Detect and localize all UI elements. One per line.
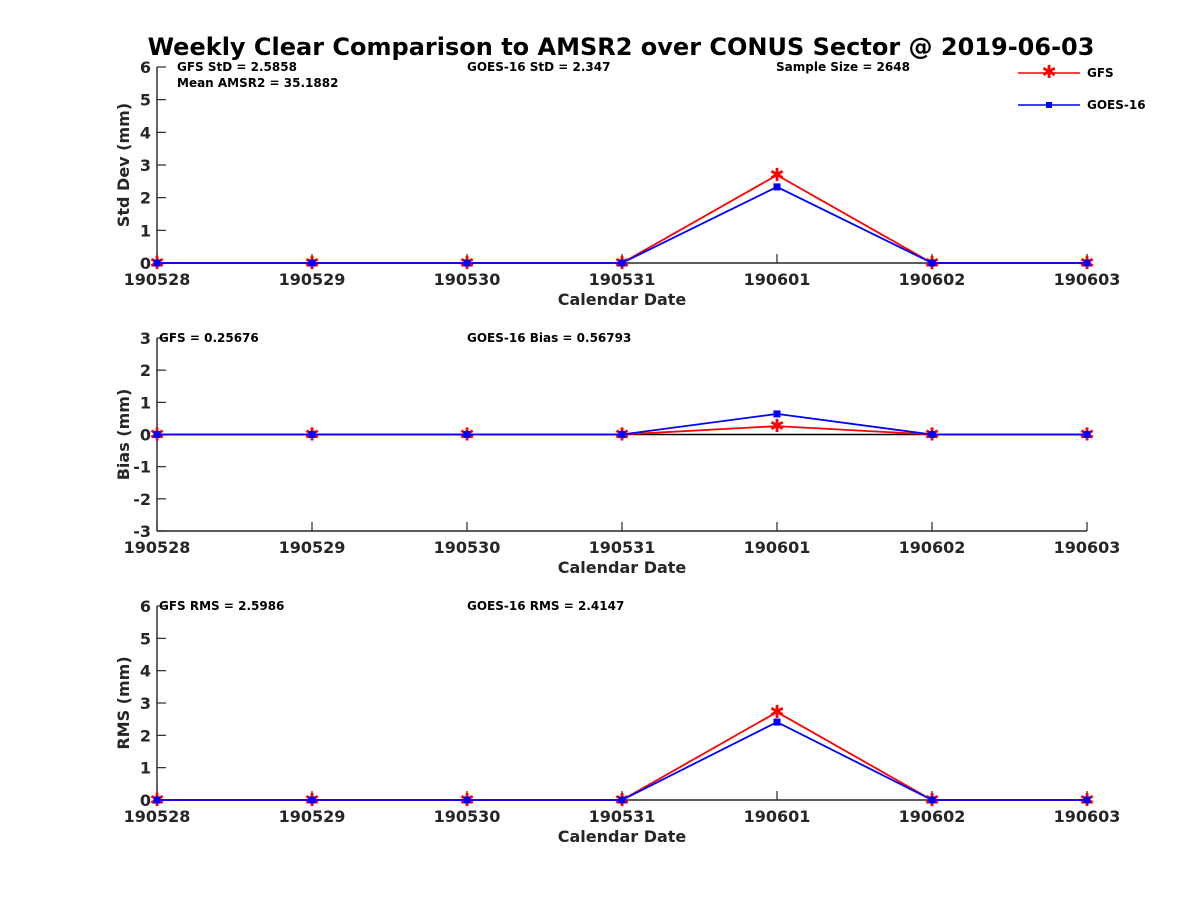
- stat-annotation: GFS RMS = 2.5986: [159, 599, 284, 613]
- x-tick-label: 190601: [744, 807, 811, 826]
- y-axis-label: RMS (mm): [114, 656, 133, 749]
- y-tick-label: 0: [140, 254, 151, 273]
- x-tick-label: 190601: [744, 270, 811, 289]
- y-tick-label: 2: [140, 361, 151, 380]
- panel-1: 0 1 2 3 4 5 6 190528 190529 190530 190531 190601 190…: [114, 58, 1120, 309]
- x-tick-label: 190531: [589, 538, 656, 557]
- y-tick-label: 4: [140, 662, 151, 681]
- y-tick-label: -1: [133, 458, 151, 477]
- stat-annotation: GOES-16 StD = 2.347: [467, 60, 610, 74]
- stat-annotation: GFS StD = 2.5858: [177, 60, 297, 74]
- x-tick-label: 190602: [899, 807, 966, 826]
- series-line-goes16: [157, 185, 1087, 264]
- data-point-gfs: ✱: [769, 702, 784, 723]
- y-tick-label: -2: [133, 490, 151, 509]
- y-tick-label: 3: [140, 156, 151, 175]
- panel-2: -3 -2 -1 0 1 2 3 190528 190529 190530 190531 190601…: [114, 329, 1120, 577]
- x-tick-label: 190602: [899, 538, 966, 557]
- data-point-goes16: [308, 796, 316, 804]
- data-point-goes16: [153, 259, 161, 267]
- data-point-goes16: [928, 796, 936, 804]
- legend: ✱ GFS GOES-16: [1018, 62, 1146, 112]
- data-point-goes16: [153, 796, 161, 804]
- y-tick-label: 3: [140, 694, 151, 713]
- panel-3: 0 1 2 3 4 5 6 190528 190529 190530 190531 190601 190…: [114, 597, 1120, 846]
- y-axis-label: Std Dev (mm): [114, 103, 133, 227]
- x-tick-label: 190528: [124, 538, 191, 557]
- data-point-goes16: [153, 431, 161, 438]
- y-tick-label: 5: [140, 629, 151, 648]
- x-tick-label: 190603: [1054, 538, 1121, 557]
- data-point-goes16: [773, 183, 781, 191]
- x-tick-label: 190530: [434, 538, 501, 557]
- y-tick-label: 5: [140, 91, 151, 110]
- legend-marker-goes16: [1046, 102, 1052, 108]
- x-tick-label: 190603: [1054, 270, 1121, 289]
- data-point-goes16: [1083, 431, 1091, 438]
- x-tick-label: 190603: [1054, 807, 1121, 826]
- series-line-gfs: [157, 711, 1087, 801]
- data-point-goes16: [928, 259, 936, 267]
- stat-annotation: GOES-16 RMS = 2.4147: [467, 599, 624, 613]
- y-tick-label: 1: [140, 393, 151, 412]
- y-tick-label: 6: [140, 597, 151, 616]
- y-tick-label: 6: [140, 58, 151, 77]
- data-point-goes16: [308, 259, 316, 267]
- panels: 0 1 2 3 4 5 6 190528 190529 190530 190531 190601 190…: [114, 58, 1120, 846]
- data-point-goes16: [618, 796, 626, 804]
- x-tick-label: 190528: [124, 270, 191, 289]
- x-tick-label: 190529: [279, 807, 346, 826]
- y-tick-label: 0: [140, 426, 151, 445]
- y-tick-label: 4: [140, 123, 151, 142]
- data-point-goes16: [773, 410, 781, 418]
- y-tick-label: 1: [140, 221, 151, 240]
- data-point-gfs: ✱: [769, 165, 784, 186]
- x-tick-label: 190529: [279, 270, 346, 289]
- y-tick-label: 3: [140, 329, 151, 348]
- x-tick-label: 190601: [744, 538, 811, 557]
- legend-marker-gfs: ✱: [1041, 62, 1056, 83]
- data-point-goes16: [618, 431, 626, 438]
- series-line-goes16: [157, 721, 1087, 801]
- data-point-goes16: [928, 431, 936, 438]
- data-point-goes16: [463, 259, 471, 267]
- x-tick-label: 190528: [124, 807, 191, 826]
- stat-annotation: GFS = 0.25676: [159, 331, 259, 345]
- x-tick-label: 190529: [279, 538, 346, 557]
- x-tick-label: 190531: [589, 270, 656, 289]
- y-tick-label: 1: [140, 759, 151, 778]
- x-axis-label: Calendar Date: [558, 558, 687, 577]
- legend-label-gfs: GFS: [1087, 66, 1114, 80]
- stat-annotation: Sample Size = 2648: [776, 60, 910, 74]
- data-point-goes16: [463, 796, 471, 804]
- data-point-goes16: [308, 431, 316, 438]
- y-tick-label: 2: [140, 726, 151, 745]
- y-tick-label: -3: [133, 522, 151, 541]
- x-tick-label: 190602: [899, 270, 966, 289]
- chart-title: Weekly Clear Comparison to AMSR2 over CO…: [148, 33, 1095, 61]
- data-point-goes16: [463, 431, 471, 438]
- data-point-gfs: ✱: [769, 416, 784, 437]
- data-point-goes16: [1083, 796, 1091, 804]
- data-point-goes16: [618, 259, 626, 267]
- y-tick-label: 2: [140, 189, 151, 208]
- series-line-gfs: [157, 174, 1087, 264]
- x-tick-label: 190530: [434, 807, 501, 826]
- data-point-goes16: [1083, 259, 1091, 267]
- data-point-goes16: [773, 718, 781, 726]
- stat-annotation: GOES-16 Bias = 0.56793: [467, 331, 631, 345]
- stat-annotation: Mean AMSR2 = 35.1882: [177, 76, 338, 90]
- x-axis-label: Calendar Date: [558, 290, 687, 309]
- x-axis-label: Calendar Date: [558, 827, 687, 846]
- legend-label-goes16: GOES-16: [1087, 98, 1146, 112]
- y-tick-label: 0: [140, 791, 151, 810]
- y-axis-label: Bias (mm): [114, 389, 133, 481]
- x-tick-label: 190531: [589, 807, 656, 826]
- x-tick-label: 190530: [434, 270, 501, 289]
